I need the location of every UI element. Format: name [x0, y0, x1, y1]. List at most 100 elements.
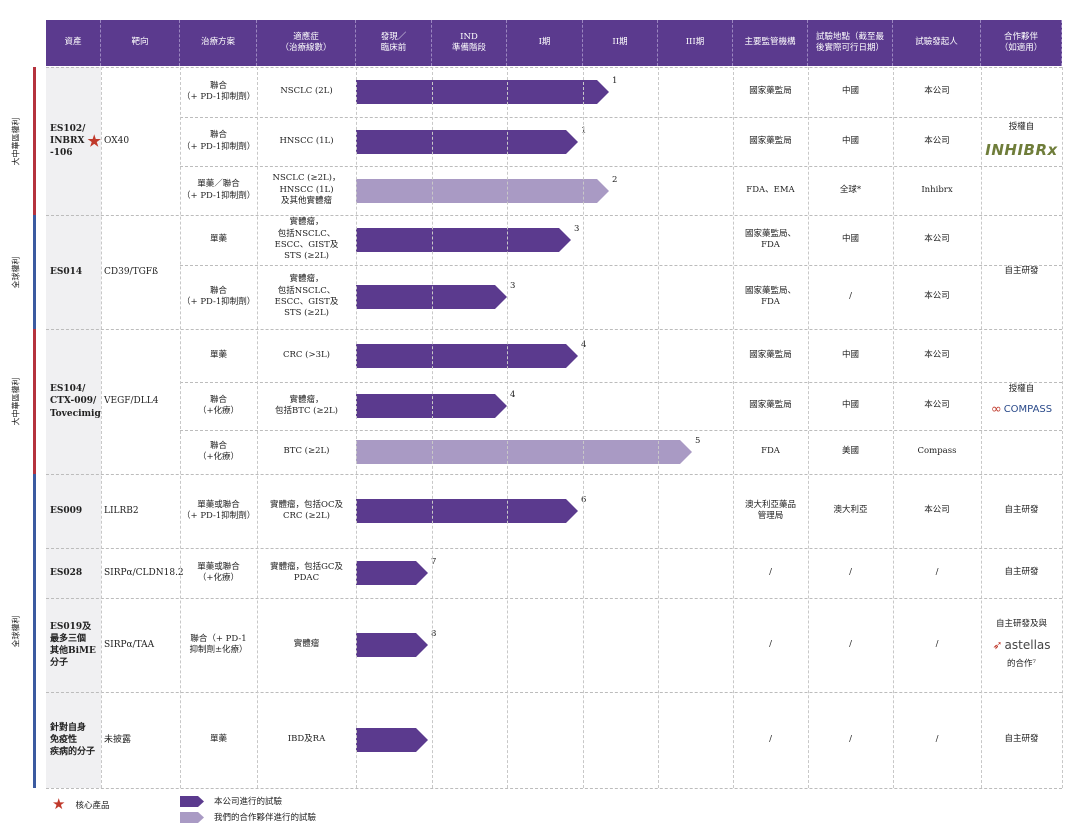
legend-partner: 我們的合作夥伴進行的試驗 — [180, 811, 316, 823]
asset-target: 未披露 — [104, 734, 132, 745]
trial-agency: / — [769, 639, 772, 650]
trial-regimen: 單藥 — [209, 734, 227, 745]
rights-bar — [33, 215, 36, 329]
asset-name: ES019及 最多三個 其他BiME 分子 — [46, 598, 101, 692]
own-trial-progress-arrow — [356, 129, 578, 154]
partner-cell: 授權自 ∞ COMPASS — [981, 329, 1062, 474]
trial-agency: 國家藥監局 — [749, 135, 792, 146]
trial-indication: 實體瘤， 包括BTC (≥2L) — [275, 394, 338, 416]
column-header: 治療方案 — [180, 20, 257, 66]
rights-label: 大中華區權利 — [2, 67, 30, 215]
grid-line — [46, 215, 1062, 216]
asset-name: ES104/ CTX-009/ Tovecimig — [46, 329, 101, 474]
column-header: III期 — [658, 20, 733, 66]
trial-sponsor: Inhibrx — [921, 184, 953, 195]
column-header: 靶向 — [101, 20, 180, 66]
trial-agency: 國家藥監局 — [749, 86, 792, 97]
grid-line — [180, 166, 1062, 167]
trial-agency: FDA、EMA — [746, 184, 795, 195]
asset-name-text: 針對自身 免疫性 疾病的分子 — [50, 722, 96, 758]
trial-sponsor: / — [935, 734, 939, 745]
grid-line — [981, 67, 982, 788]
rights-bar — [33, 329, 36, 474]
trial-site: 中國 — [841, 86, 859, 97]
grid-line — [733, 67, 734, 788]
compass-rings-icon: ∞ — [990, 402, 1002, 418]
partner-text: 授權自 — [1008, 122, 1035, 133]
own-trial-progress-arrow — [356, 228, 571, 252]
trial-indication: 實體瘤， 包括NSCLC、 ESCC、GIST及 STS (≥2L) — [274, 217, 339, 262]
trial-sponsor: 本公司 — [924, 86, 950, 97]
grid-line — [46, 67, 1062, 68]
asset-target: SIRPα/CLDN18.2 — [104, 567, 184, 578]
grid-line — [180, 67, 181, 788]
grid-line — [893, 67, 894, 788]
trial-sponsor: 本公司 — [924, 234, 950, 245]
footnote-number: 3 — [510, 281, 516, 291]
trial-regimen: 單藥或聯合 （+ PD-1抑制劑） — [182, 499, 256, 521]
trial-agency: / — [769, 734, 772, 745]
trial-agency: FDA — [761, 446, 780, 457]
rights-label: 大中華區權利 — [2, 329, 30, 474]
footnote-number: 3 — [574, 224, 580, 234]
own-trial-progress-arrow — [356, 499, 578, 523]
column-header: I期 — [507, 20, 583, 66]
column-header: II期 — [583, 20, 658, 66]
trial-agency: 國家藥監局 — [749, 349, 792, 360]
asset-target: OX40 — [104, 135, 130, 146]
grid-line — [507, 67, 508, 788]
trial-regimen: 單藥 — [209, 234, 227, 245]
partner-cell: 自主研發 — [981, 692, 1062, 788]
asset-name-text: ES009 — [50, 505, 83, 516]
grid-line — [46, 788, 1062, 789]
rights-label: 全球權利 — [2, 215, 30, 329]
trial-sponsor: 本公司 — [924, 291, 950, 302]
asset-name: ES014 — [46, 215, 101, 329]
trial-regimen: 單藥／聯合 （+ PD-1抑制劑） — [182, 179, 256, 201]
grid-line — [101, 67, 102, 788]
column-header: IND 準備階段 — [432, 20, 507, 66]
trial-agency: / — [769, 567, 772, 578]
own-trial-progress-arrow — [356, 285, 507, 309]
trial-regimen: 聯合（+ PD-1 抑制劑±化療） — [189, 633, 248, 655]
trial-site: 中國 — [841, 400, 859, 411]
asset-target: CD39/TGFß — [104, 266, 159, 277]
partner-text: 自主研發 — [1004, 266, 1039, 277]
partner-text: 授權自 — [1008, 383, 1035, 394]
footnote-number: 5 — [695, 436, 701, 446]
trial-regimen: 聯合 （+ PD-1抑制劑） — [182, 285, 256, 307]
astellas-logo: ➶ astellas — [992, 637, 1051, 652]
trial-indication: HNSCC (1L) — [279, 135, 334, 146]
asset-target: LILRB2 — [104, 505, 139, 516]
trial-site: 美國 — [841, 446, 859, 457]
partner-text: 自主研發 — [1004, 734, 1039, 745]
rights-label-text: 全球權利 — [11, 615, 21, 647]
column-header: 適應症 （治療線數） — [257, 20, 356, 66]
trial-sponsor: 本公司 — [924, 349, 950, 360]
inhibrx-logo: INHIBRx — [985, 140, 1058, 159]
trial-indication: 實體瘤，包括OC及 CRC (≥2L) — [270, 499, 343, 521]
asset-name: 針對自身 免疫性 疾病的分子 — [46, 692, 101, 788]
trial-site: 中國 — [841, 234, 859, 245]
footnote-number: 2 — [612, 174, 618, 185]
trial-sponsor: 本公司 — [924, 505, 950, 516]
partner-cell: 自主研發 — [981, 548, 1062, 598]
own-trial-progress-arrow — [356, 728, 428, 752]
partner-cell: 授權自 INHIBRx — [981, 67, 1062, 215]
grid-line — [658, 67, 659, 788]
star-icon: ★ — [87, 131, 101, 150]
column-header: 合作夥伴 （如適用） — [981, 20, 1062, 66]
trial-sponsor: / — [935, 567, 939, 578]
own-trial-progress-arrow — [356, 394, 507, 418]
grid-line — [180, 430, 1062, 431]
legend-partner-label: 我們的合作夥伴進行的試驗 — [214, 813, 317, 823]
own-trial-progress-arrow — [356, 561, 428, 585]
rights-label-text: 大中華區權利 — [11, 377, 21, 426]
trial-regimen: 單藥 — [209, 349, 227, 360]
partner-text: 自主研發 — [1004, 505, 1039, 516]
grid-line — [180, 265, 1062, 266]
legend-own-arrow — [180, 795, 204, 807]
asset-name: ES009 — [46, 474, 101, 548]
grid-line — [46, 598, 1062, 599]
legend-core-label: 核心產品 — [75, 800, 110, 811]
